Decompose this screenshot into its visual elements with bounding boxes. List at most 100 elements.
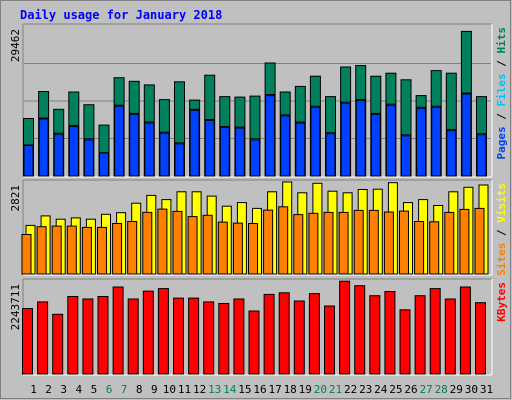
- bar-sites-day-2: [36, 226, 47, 275]
- day-label: 26: [404, 383, 417, 396]
- day-label: 25: [389, 383, 402, 396]
- bar-sites-day-11: [172, 210, 183, 275]
- legend-separator: /: [495, 223, 508, 243]
- bar-pages-day-27: [416, 107, 427, 177]
- day-label: 22: [344, 383, 357, 396]
- bar-pages-day-30: [461, 93, 472, 177]
- panel-visits-sites: 2821 Sites / Visits: [9, 179, 508, 276]
- day-label: 24: [374, 383, 388, 396]
- bar-kbytes-day-8: [127, 298, 139, 375]
- bar-sites-day-10: [157, 208, 168, 275]
- bar-kbytes-day-26: [399, 309, 411, 375]
- bar-kbytes-day-20: [308, 293, 320, 375]
- bar-sites-day-7: [112, 223, 123, 275]
- day-label: 19: [299, 383, 312, 396]
- panel-max-label: 2243711: [9, 284, 22, 330]
- bar-sites-day-15: [232, 222, 243, 275]
- bar-pages-day-7: [114, 105, 125, 177]
- bar-kbytes-day-13: [203, 301, 215, 375]
- day-label: 7: [121, 383, 128, 396]
- bar-sites-day-25: [383, 211, 394, 275]
- day-label: 17: [268, 383, 281, 396]
- day-label: 30: [465, 383, 478, 396]
- bar-pages-day-17: [265, 95, 276, 177]
- day-label: 4: [75, 383, 82, 396]
- bar-kbytes-day-10: [157, 288, 169, 375]
- chart-title: Daily usage for January 2018: [20, 8, 222, 22]
- bar-sites-day-16: [248, 223, 258, 275]
- day-label: 18: [284, 383, 297, 396]
- bar-kbytes-day-3: [52, 313, 64, 375]
- legend-separator: /: [495, 107, 508, 127]
- bar-kbytes-day-11: [173, 297, 184, 375]
- bar-kbytes-day-29: [444, 298, 456, 375]
- bar-pages-day-10: [159, 132, 170, 177]
- day-label: 31: [480, 383, 493, 396]
- day-label: 21: [329, 383, 342, 396]
- panel-max-label: 29462: [9, 29, 22, 62]
- bar-pages-day-3: [53, 133, 64, 177]
- bar-kbytes-day-12: [188, 297, 200, 375]
- bar-pages-day-20: [310, 106, 321, 177]
- bar-kbytes-day-23: [354, 285, 366, 375]
- day-label: 28: [435, 383, 448, 396]
- bar-pages-day-15: [234, 127, 245, 177]
- bar-sites-day-1: [21, 234, 32, 275]
- bar-pages-day-11: [174, 143, 185, 177]
- bar-sites-day-29: [444, 211, 455, 275]
- bar-kbytes-day-1: [22, 308, 33, 375]
- bar-kbytes-day-17: [263, 293, 275, 375]
- bar-sites-day-5: [81, 226, 92, 275]
- bar-pages-day-14: [219, 127, 230, 177]
- day-label: 1: [30, 383, 37, 396]
- legend-sites: Sites: [495, 243, 508, 276]
- bar-kbytes-day-21: [324, 305, 335, 375]
- panel-legend: Sites / Visits: [495, 183, 508, 276]
- bar-sites-day-26: [399, 210, 409, 275]
- bar-sites-day-20: [308, 212, 319, 275]
- bar-kbytes-day-16: [248, 310, 260, 375]
- day-label: 13: [208, 383, 221, 396]
- day-label: 16: [253, 383, 266, 396]
- day-label: 12: [193, 383, 206, 396]
- bar-sites-day-6: [97, 226, 107, 275]
- bar-sites-day-21: [323, 211, 334, 275]
- bar-pages-day-29: [446, 130, 457, 177]
- bar-kbytes-day-31: [475, 302, 486, 375]
- bar-kbytes-day-30: [459, 286, 471, 375]
- bar-kbytes-day-27: [414, 295, 426, 375]
- bar-pages-day-6: [99, 152, 109, 177]
- bar-kbytes-day-9: [142, 290, 154, 375]
- bar-sites-day-19: [293, 214, 304, 275]
- bar-pages-day-4: [68, 126, 79, 177]
- bar-pages-day-9: [144, 122, 155, 177]
- legend-visits: Visits: [495, 183, 508, 223]
- day-label: 27: [419, 383, 432, 396]
- bar-sites-day-28: [429, 221, 440, 275]
- bar-sites-day-30: [459, 208, 470, 275]
- bar-kbytes-day-28: [429, 288, 441, 375]
- bar-pages-day-28: [431, 106, 442, 177]
- bar-kbytes-day-19: [293, 300, 305, 375]
- day-label: 23: [359, 383, 372, 396]
- bar-kbytes-day-4: [67, 296, 79, 375]
- bar-kbytes-day-18: [278, 292, 290, 375]
- day-label: 2: [45, 383, 52, 396]
- day-label: 10: [163, 383, 176, 396]
- legend-separator: /: [495, 54, 508, 74]
- panel-max-label: 2821: [9, 185, 22, 212]
- day-label: 14: [223, 383, 237, 396]
- bar-sites-day-17: [263, 209, 274, 275]
- series-sites: [21, 206, 485, 275]
- bar-sites-day-22: [338, 211, 349, 275]
- bar-sites-day-4: [66, 225, 77, 275]
- day-label: 29: [450, 383, 463, 396]
- bar-pages-day-31: [476, 134, 487, 177]
- day-label: 9: [151, 383, 158, 396]
- day-label: 20: [314, 383, 327, 396]
- bar-sites-day-18: [278, 206, 289, 275]
- bar-kbytes-day-14: [218, 303, 230, 375]
- bar-pages-day-26: [401, 135, 411, 177]
- bar-pages-day-25: [385, 104, 396, 177]
